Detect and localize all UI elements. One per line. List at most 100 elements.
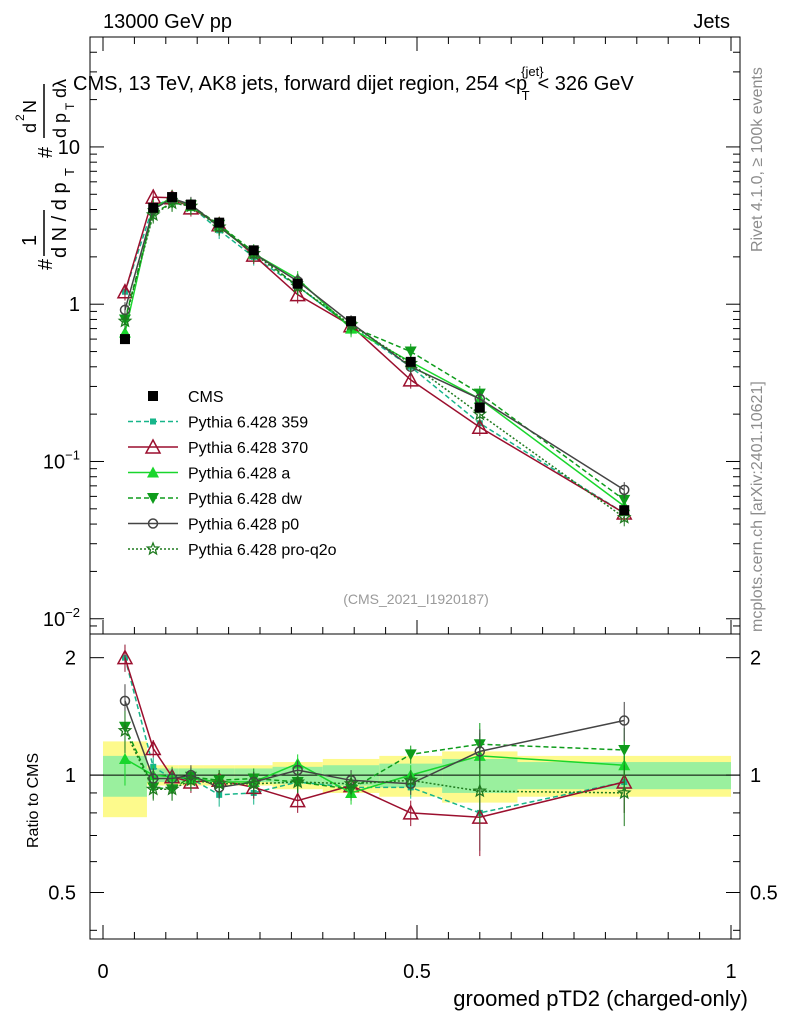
ratio-point-1-1 bbox=[144, 739, 162, 756]
ratio-point-5-9 bbox=[472, 783, 488, 798]
main-line-5 bbox=[124, 202, 625, 519]
ratio-tick-label-right-2: 2 bbox=[750, 648, 761, 670]
ratio-point-5-2 bbox=[164, 781, 180, 796]
main-series-group bbox=[116, 188, 633, 527]
main-point-5-10 bbox=[616, 509, 632, 524]
svg-text:2: 2 bbox=[13, 114, 27, 121]
cms-point-7 bbox=[346, 316, 357, 327]
ratio-point-5-3 bbox=[183, 772, 199, 787]
ratio-line-5 bbox=[124, 730, 625, 794]
main-point-1-0 bbox=[116, 283, 134, 299]
rivet-version-label: Rivet 4.1.0, ≥ 100k events bbox=[749, 67, 766, 252]
cms-point-5 bbox=[248, 245, 259, 256]
main-line-2 bbox=[124, 196, 625, 507]
ratio-point-1-8 bbox=[402, 804, 419, 820]
main-point-3-8 bbox=[404, 346, 417, 358]
legend-marker-0 bbox=[150, 418, 156, 425]
ratio-point-1-6 bbox=[289, 792, 306, 808]
ratio-tick-label-right-0: 0.5 bbox=[750, 883, 778, 905]
svg-text:T: T bbox=[63, 102, 77, 110]
chart-title-main: CMS, 13 TeV, AK8 jets, forward dijet reg… bbox=[73, 73, 527, 95]
ratio-tick-label-0: 0.5 bbox=[48, 883, 76, 905]
ratio-point-5-4 bbox=[211, 775, 227, 791]
ratio-point-3-10 bbox=[618, 744, 631, 756]
ratio-tick-label-right-1: 1 bbox=[750, 765, 761, 787]
cms-point-8 bbox=[405, 356, 416, 367]
chart-title-end: < 326 GeV bbox=[538, 73, 635, 95]
legend-label-cms: CMS bbox=[188, 389, 224, 406]
legend: CMS Pythia 6.428 359 Pythia 6.428 370 Pythi… bbox=[128, 389, 337, 559]
svg-text:#: # bbox=[35, 146, 57, 158]
x-tick-label-0: 0 bbox=[97, 961, 108, 983]
ratio-point-5-7 bbox=[343, 776, 359, 791]
header-energy: 13000 GeV pp bbox=[103, 11, 232, 33]
ratio-point-4-9 bbox=[474, 746, 486, 757]
legend-label-2: Pythia 6.428 a bbox=[188, 466, 290, 483]
svg-text:N: N bbox=[20, 100, 40, 113]
cms-point-4 bbox=[214, 217, 225, 228]
main-point-1-6 bbox=[289, 286, 306, 302]
cms-point-10 bbox=[619, 505, 630, 516]
cms-point-1 bbox=[148, 202, 159, 213]
main-point-1-8 bbox=[402, 371, 419, 387]
ratio-tick-label-1: 1 bbox=[65, 765, 76, 787]
ratio-point-4-10 bbox=[618, 715, 630, 726]
ratio-point-3-8 bbox=[404, 749, 417, 761]
legend-label-4: Pythia 6.428 p0 bbox=[188, 517, 299, 534]
chart-title-sub: T bbox=[522, 88, 530, 103]
legend-marker-2 bbox=[147, 466, 159, 478]
ratio-axis-ticks: 0.5 0.5 1 1 2 2 0 0.5 1 bbox=[48, 648, 778, 983]
ratio-point-5-5 bbox=[246, 775, 262, 791]
cms-point-3 bbox=[185, 199, 196, 210]
ratio-panel-frame bbox=[89, 633, 741, 940]
ratio-series-group bbox=[116, 644, 633, 857]
ratio-point-5-1 bbox=[145, 781, 161, 796]
svg-text:d N / d p: d N / d p bbox=[49, 182, 71, 258]
ratio-tick-label-2: 2 bbox=[65, 648, 76, 670]
legend-label-0: Pythia 6.428 359 bbox=[188, 415, 308, 432]
legend-label-1: Pythia 6.428 370 bbox=[188, 440, 308, 457]
y-tick-label-2: 1 bbox=[69, 294, 80, 316]
svg-text:T: T bbox=[62, 168, 77, 176]
y-tick-label-3: 10 bbox=[58, 137, 80, 159]
main-point-5-0 bbox=[117, 313, 133, 328]
cms-point-0 bbox=[119, 334, 130, 345]
x-tick-label-2: 1 bbox=[725, 961, 736, 983]
header-category: Jets bbox=[693, 11, 730, 33]
svg-text:dλ: dλ bbox=[50, 79, 70, 98]
x-axis-label: groomed pTD2 (charged-only) bbox=[453, 986, 748, 1011]
legend-marker-1 bbox=[144, 438, 162, 454]
main-axis-ticks: 10−2 10−1 1 10 bbox=[43, 36, 740, 635]
legend-marker-3 bbox=[147, 493, 159, 504]
ratio-point-1-0 bbox=[116, 649, 134, 665]
cms-point-6 bbox=[292, 278, 303, 289]
ratio-point-5-8 bbox=[403, 772, 419, 787]
main-point-1-9 bbox=[471, 418, 489, 435]
legend-label-3: Pythia 6.428 dw bbox=[188, 491, 302, 508]
ratio-point-5-0 bbox=[117, 722, 133, 737]
ratio-point-2-0 bbox=[118, 752, 131, 764]
ratio-point-5-6 bbox=[290, 774, 306, 789]
legend-label-5: Pythia 6.428 pro-q2o bbox=[188, 542, 337, 559]
ratio-point-4-0 bbox=[119, 695, 131, 707]
chart-title-sup: {jet} bbox=[521, 64, 544, 79]
legend-marker-cms bbox=[148, 391, 158, 401]
main-point-4-10 bbox=[618, 484, 630, 496]
main-point-3-10 bbox=[618, 494, 631, 506]
y-tick-label-1: 10−1 bbox=[43, 447, 80, 473]
legend-marker-4 bbox=[147, 518, 159, 529]
x-tick-label-1: 0.5 bbox=[403, 961, 431, 983]
y-tick-label-0: 10−2 bbox=[43, 605, 80, 631]
analysis-watermark: (CMS_2021_I1920187) bbox=[343, 591, 489, 607]
legend-marker-5 bbox=[145, 541, 161, 556]
svg-text:1: 1 bbox=[19, 235, 41, 246]
svg-text:d p: d p bbox=[50, 113, 70, 138]
ratio-axis-label: Ratio to CMS bbox=[25, 753, 42, 848]
svg-text:d: d bbox=[20, 123, 40, 133]
y-axis-label: # 1 d N / d p T # d 2 N d p T dλ bbox=[13, 79, 77, 270]
ratio-point-5-10 bbox=[616, 785, 632, 800]
chart-title: CMS, 13 TeV, AK8 jets, forward dijet reg… bbox=[73, 64, 634, 103]
svg-text:#: # bbox=[35, 258, 57, 270]
